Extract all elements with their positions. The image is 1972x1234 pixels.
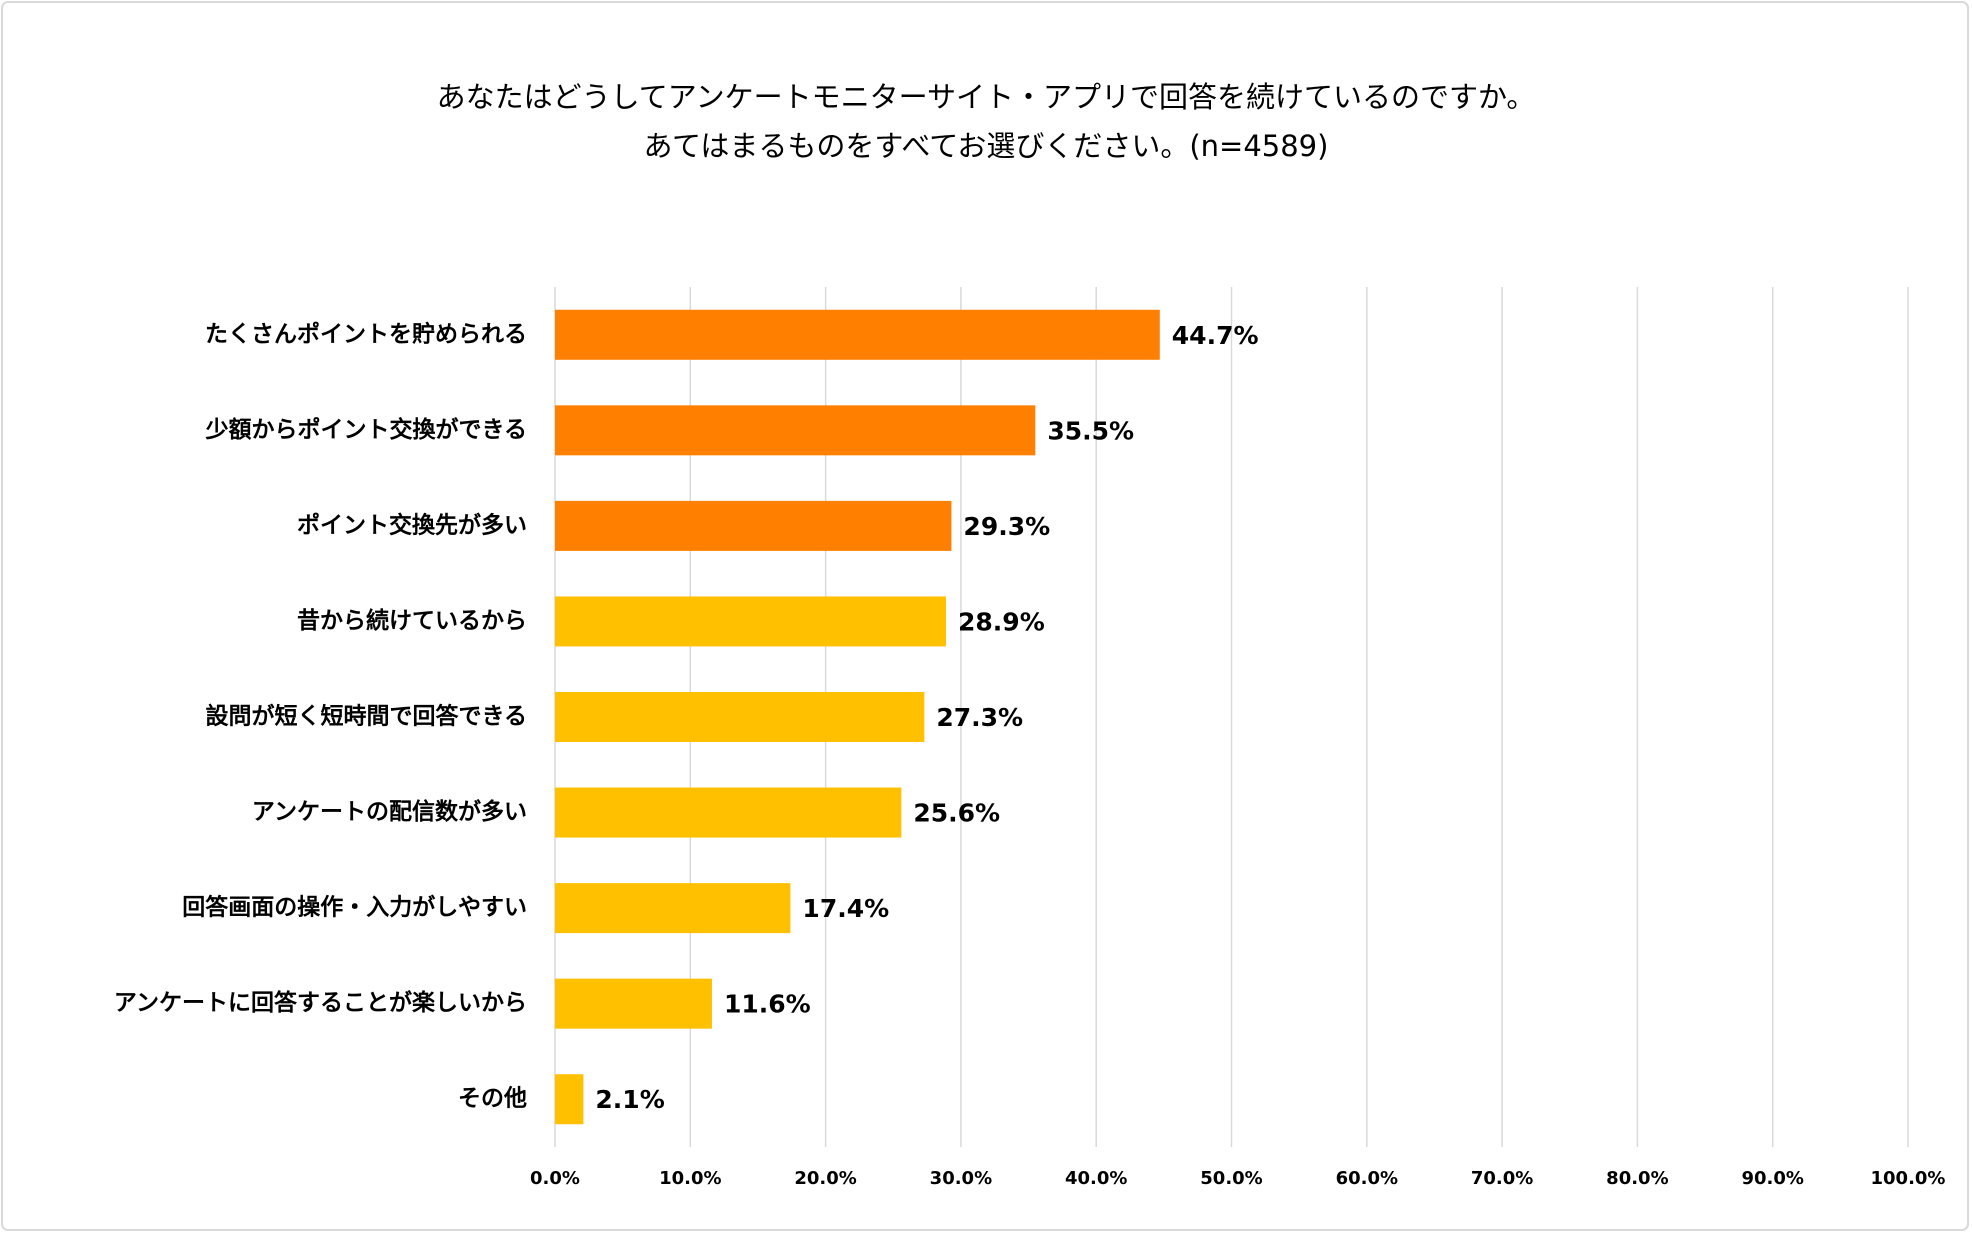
bar	[555, 978, 712, 1029]
y-tick-label: その他	[458, 1086, 527, 1112]
bar	[555, 1074, 584, 1125]
x-tick-label: 10.0%	[659, 1168, 721, 1189]
x-tick-label: 30.0%	[930, 1168, 992, 1189]
bar	[555, 500, 952, 551]
data-label: 29.3%	[963, 512, 1050, 541]
data-label: 27.3%	[936, 703, 1023, 732]
bar	[555, 405, 1036, 456]
data-label: 35.5%	[1047, 416, 1134, 445]
y-tick-label: たくさんポイントを貯められる	[205, 320, 527, 347]
x-tick-label: 60.0%	[1336, 1168, 1398, 1189]
data-label: 17.4%	[802, 894, 889, 923]
x-tick-label: 40.0%	[1065, 1168, 1127, 1189]
bar	[555, 883, 791, 934]
bar	[555, 692, 925, 742]
chart-subtitle: あてはまるものをすべてお選びください。(n=4589)	[644, 129, 1329, 163]
y-tick-label: 昔から続けているから	[297, 607, 527, 634]
x-tick-label: 20.0%	[794, 1168, 856, 1189]
y-tick-label: アンケートの配信数が多い	[252, 798, 527, 825]
data-label: 28.9%	[958, 607, 1045, 636]
y-tick-label: ポイント交換先が多い	[297, 511, 527, 538]
data-label: 25.6%	[913, 799, 1000, 828]
y-tick-label: アンケートに回答することが楽しいから	[114, 989, 527, 1016]
x-tick-label: 100.0%	[1871, 1168, 1946, 1189]
y-tick-label: 回答画面の操作・入力がしやすい	[182, 894, 527, 921]
x-tick-label: 90.0%	[1741, 1168, 1803, 1189]
data-label: 11.6%	[724, 990, 811, 1019]
data-label: 2.1%	[595, 1085, 664, 1114]
data-label: 44.7%	[1172, 321, 1259, 350]
bar	[555, 596, 947, 647]
y-tick-label: 設問が短く短時間で回答できる	[205, 703, 527, 730]
x-tick-label: 0.0%	[530, 1168, 580, 1189]
x-tick-label: 50.0%	[1200, 1168, 1262, 1189]
x-tick-label: 80.0%	[1606, 1168, 1668, 1189]
chart-title: あなたはどうしてアンケートモニターサイト・アプリで回答を続けているのですか。	[437, 80, 1536, 114]
bar	[555, 787, 902, 838]
y-tick-label: 少額からポイント交換ができる	[204, 416, 527, 443]
bar	[555, 309, 1160, 360]
x-tick-label: 70.0%	[1471, 1168, 1533, 1189]
